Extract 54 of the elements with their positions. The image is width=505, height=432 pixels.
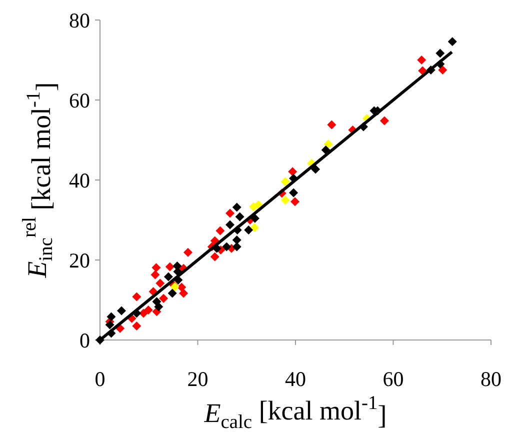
x-tick-label: 60 xyxy=(382,367,404,391)
point xyxy=(210,252,220,262)
point xyxy=(164,272,173,282)
y-tick-label: 60 xyxy=(69,88,90,112)
x-axis-title: E$_{calc}$ [kcal mol$^{-1}$] xyxy=(203,393,387,432)
point xyxy=(179,288,188,298)
x-tick-label: 80 xyxy=(480,367,502,391)
point xyxy=(152,263,161,272)
point xyxy=(183,248,192,257)
point xyxy=(448,37,457,46)
point xyxy=(232,236,242,244)
point xyxy=(132,322,142,330)
point xyxy=(235,212,244,222)
point xyxy=(132,292,142,302)
point xyxy=(150,270,160,280)
point xyxy=(280,196,290,204)
x-tick-label: 20 xyxy=(187,367,208,391)
point xyxy=(232,202,242,212)
point xyxy=(380,116,389,126)
point xyxy=(417,56,426,64)
point xyxy=(222,242,232,252)
y-tick-label: 0 xyxy=(80,328,90,352)
x-tick-label: 0 xyxy=(94,367,106,391)
point xyxy=(168,288,177,298)
point xyxy=(324,140,333,148)
point xyxy=(165,262,174,272)
point xyxy=(418,66,428,76)
point xyxy=(289,188,298,198)
x-tick-label: 40 xyxy=(285,367,306,391)
point xyxy=(327,120,336,130)
point xyxy=(438,66,448,74)
point xyxy=(290,197,300,206)
point xyxy=(244,226,254,234)
point xyxy=(254,200,263,210)
point xyxy=(156,278,165,288)
point xyxy=(144,306,153,314)
point xyxy=(154,302,164,312)
point xyxy=(250,223,259,232)
point xyxy=(232,242,242,252)
point xyxy=(311,164,320,174)
point xyxy=(216,226,225,236)
y-tick-label: 20 xyxy=(69,248,90,272)
y-tick-label: 40 xyxy=(69,168,90,192)
point xyxy=(105,320,114,330)
point xyxy=(226,220,235,230)
point xyxy=(106,312,116,322)
point xyxy=(159,294,168,303)
point xyxy=(436,48,445,58)
point xyxy=(288,167,298,176)
point xyxy=(321,146,330,154)
y-tick-label: 80 xyxy=(69,8,90,32)
point xyxy=(226,208,235,218)
point xyxy=(280,177,290,186)
point xyxy=(117,306,126,316)
